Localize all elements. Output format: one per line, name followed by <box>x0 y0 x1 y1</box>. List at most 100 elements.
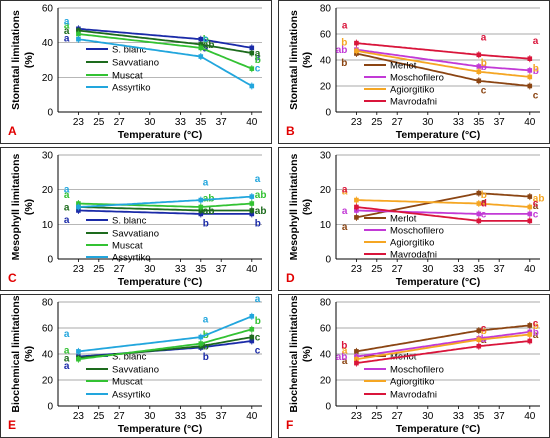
significance-letter: a <box>481 32 487 43</box>
x-tick-label: 25 <box>371 411 383 422</box>
y-tick-label: 20 <box>320 82 332 93</box>
significance-letter: b <box>481 190 487 201</box>
panel-B: 0 20 40 60 80 23 25 27 30 33 35 37 40 Temperature (°C… <box>278 0 550 144</box>
data-point <box>76 31 81 37</box>
x-tick-label: 33 <box>175 411 187 422</box>
significance-letter: c <box>255 333 261 344</box>
series-line-s-blanc <box>78 209 252 215</box>
data-point <box>476 78 482 84</box>
x-tick-label: 23 <box>351 264 363 275</box>
x-tick-label: 33 <box>453 264 465 275</box>
x-tick-label: 30 <box>144 117 156 128</box>
significance-letter: ab <box>336 45 348 56</box>
significance-letter: b <box>481 58 487 69</box>
chart-F: 0 20 40 60 80 23 25 27 30 33 35 37 40 Temperature (°C… <box>278 294 550 438</box>
panel-frame <box>0 147 272 291</box>
significance-letter: a <box>342 187 348 198</box>
x-tick-label: 33 <box>453 411 465 422</box>
x-tick-label: 33 <box>453 117 465 128</box>
y-tick-label: 0 <box>325 402 331 413</box>
x-axis-title: Temperature (°C) <box>118 276 203 288</box>
chart-E: 0 20 40 60 80 23 25 27 30 33 35 37 40 Temperature (°C… <box>0 294 272 438</box>
data-point <box>476 201 482 206</box>
significance-letter: a <box>533 36 539 47</box>
x-tick-label: 35 <box>195 411 207 422</box>
legend-label: Agiorgitiko <box>390 238 434 249</box>
panel-label: F <box>286 418 293 432</box>
legend-label: S. blanc <box>112 352 147 363</box>
panel-A: 0 20 40 60 23 25 27 30 33 35 37 40 Temperature (°C) S… <box>0 0 272 144</box>
data-point <box>354 48 359 54</box>
x-tick-label: 23 <box>73 411 85 422</box>
legend-label: Assyrtiko <box>112 253 151 264</box>
y-axis-title: Biochemical limitations(%) <box>288 295 313 412</box>
series-line-moschofilero <box>356 48 530 72</box>
legend-label: Savvatiano <box>112 365 159 376</box>
y-tick-label: 80 <box>42 298 54 309</box>
legend-label: Assyrtiko <box>112 390 151 401</box>
x-tick-label: 33 <box>175 264 187 275</box>
significance-letter: ab <box>533 194 545 205</box>
x-axis-title: Temperature (°C) <box>396 276 481 288</box>
significance-letter: a <box>255 52 261 63</box>
significance-letter: c <box>255 346 261 357</box>
x-tick-label: 25 <box>93 117 105 128</box>
data-point <box>476 343 482 349</box>
data-point <box>476 328 482 333</box>
y-tick-label: 40 <box>320 56 332 67</box>
significance-letter: b <box>341 58 347 69</box>
legend-label: Moschofilero <box>390 226 444 237</box>
x-tick-label: 37 <box>216 411 228 422</box>
x-tick-label: 40 <box>524 117 536 128</box>
significance-letter: b <box>203 218 209 229</box>
x-tick-label: 23 <box>351 411 363 422</box>
legend-label: Mavrodafni <box>390 390 437 401</box>
data-point <box>354 356 359 362</box>
x-tick-label: 33 <box>175 117 187 128</box>
significance-letter: c <box>481 209 487 220</box>
x-tick-label: 35 <box>473 411 485 422</box>
legend-label: Mavrodafni <box>390 97 437 108</box>
significance-letter: a <box>64 21 70 32</box>
data-point <box>198 36 204 42</box>
series-line-agiorgitiko <box>356 50 530 78</box>
legend-label: Assyrtiko <box>112 83 151 94</box>
data-point <box>198 45 204 51</box>
legend-label: Mavrodafni <box>390 250 437 261</box>
data-point <box>354 204 359 210</box>
x-tick-label: 25 <box>371 117 383 128</box>
significance-letter: a <box>64 215 70 226</box>
y-tick-label: 20 <box>320 185 332 196</box>
significance-letter: b <box>203 352 209 363</box>
legend-label: Muscat <box>112 241 143 252</box>
panel-C: 0 10 20 30 23 25 27 30 33 35 37 40 Temperature (°C) M… <box>0 147 272 291</box>
data-point <box>249 327 255 332</box>
data-point <box>354 215 359 220</box>
significance-letter: a <box>342 346 348 357</box>
significance-letter: a <box>342 356 348 367</box>
panel-label: E <box>8 418 16 432</box>
data-point <box>527 338 533 344</box>
data-point <box>249 194 255 199</box>
x-tick-label: 27 <box>114 117 126 128</box>
significance-letter: a <box>481 335 487 346</box>
x-tick-label: 23 <box>73 264 85 275</box>
significance-letter: a <box>64 185 70 196</box>
significance-letter: b <box>203 34 209 45</box>
data-point <box>527 56 533 61</box>
y-tick-label: 20 <box>42 376 54 387</box>
significance-letter: a <box>533 201 539 212</box>
y-tick-label: 0 <box>47 108 53 119</box>
significance-letter: a <box>342 222 348 233</box>
y-axis-title: Mesophyll limitations(%) <box>288 153 313 260</box>
series-line-muscat <box>78 328 253 361</box>
data-point <box>476 52 482 58</box>
significance-letter: b <box>341 37 347 48</box>
y-tick-label: 80 <box>320 298 332 309</box>
x-tick-label: 35 <box>473 264 485 275</box>
x-axis-title: Temperature (°C) <box>118 423 203 435</box>
data-point <box>527 194 533 199</box>
significance-letter: a <box>64 190 70 201</box>
chart-C: 0 10 20 30 23 25 27 30 33 35 37 40 Temperature (°C) M… <box>0 147 272 291</box>
